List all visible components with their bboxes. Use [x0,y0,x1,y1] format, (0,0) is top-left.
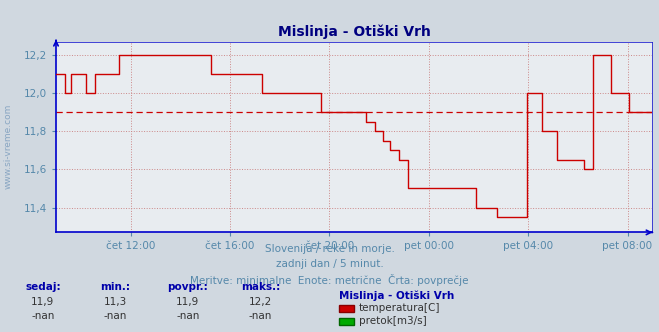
Text: Meritve: minimalne  Enote: metrične  Črta: povprečje: Meritve: minimalne Enote: metrične Črta:… [190,274,469,286]
Text: maks.:: maks.: [241,283,280,292]
Text: temperatura[C]: temperatura[C] [359,303,441,313]
Text: 11,9: 11,9 [176,297,200,307]
Text: -nan: -nan [103,311,127,321]
Text: povpr.:: povpr.: [167,283,208,292]
Text: 11,3: 11,3 [103,297,127,307]
Text: zadnji dan / 5 minut.: zadnji dan / 5 minut. [275,259,384,269]
Text: -nan: -nan [248,311,272,321]
Text: min.:: min.: [100,283,130,292]
Text: -nan: -nan [31,311,55,321]
Text: 11,9: 11,9 [31,297,55,307]
Text: 12,2: 12,2 [248,297,272,307]
Text: -nan: -nan [176,311,200,321]
Text: www.si-vreme.com: www.si-vreme.com [4,103,13,189]
Title: Mislinja - Otiški Vrh: Mislinja - Otiški Vrh [278,25,430,39]
Text: pretok[m3/s]: pretok[m3/s] [359,316,427,326]
Text: Mislinja - Otiški Vrh: Mislinja - Otiški Vrh [339,290,455,301]
Text: sedaj:: sedaj: [25,283,61,292]
Text: Slovenija / reke in morje.: Slovenija / reke in morje. [264,244,395,254]
